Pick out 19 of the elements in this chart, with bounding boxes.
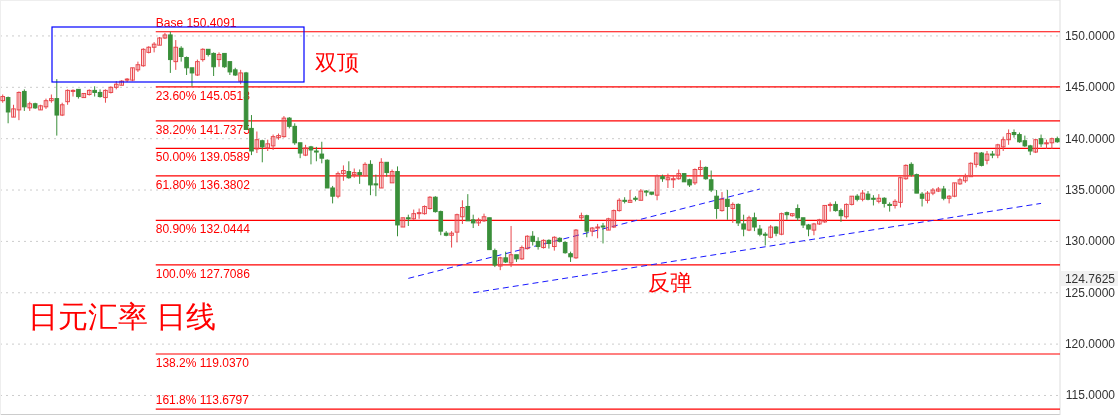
- fib-label: 50.00% 139.0589: [155, 150, 250, 165]
- y-tick-label: 135.0000: [1064, 183, 1116, 198]
- y-tick-label: 150.0000: [1064, 28, 1116, 43]
- annotation: 双顶: [315, 50, 359, 75]
- fib-label: 100.0% 127.7086: [155, 266, 250, 281]
- fib-label: Base 150.4091: [155, 15, 237, 30]
- y-tick-label: 140.0000: [1064, 131, 1116, 146]
- fib-label: 61.80% 136.3802: [155, 177, 250, 192]
- fib-label: 80.90% 132.0444: [155, 222, 250, 237]
- y-tick-label: 120.0000: [1064, 337, 1116, 352]
- y-tick-label: 145.0000: [1064, 80, 1116, 95]
- y-tick-label: 130.0000: [1064, 234, 1116, 249]
- fib-label: 161.8% 113.6797: [155, 393, 249, 408]
- text: 日元汇率 日线: [28, 300, 217, 333]
- text: 124.7625: [1064, 272, 1116, 286]
- y-tick-label: 115.0000: [1065, 388, 1116, 403]
- fib-label: 138.2% 119.0370: [155, 356, 249, 370]
- y-tick-label: 125.0000: [1064, 285, 1116, 300]
- annotation: 反弹: [648, 270, 692, 295]
